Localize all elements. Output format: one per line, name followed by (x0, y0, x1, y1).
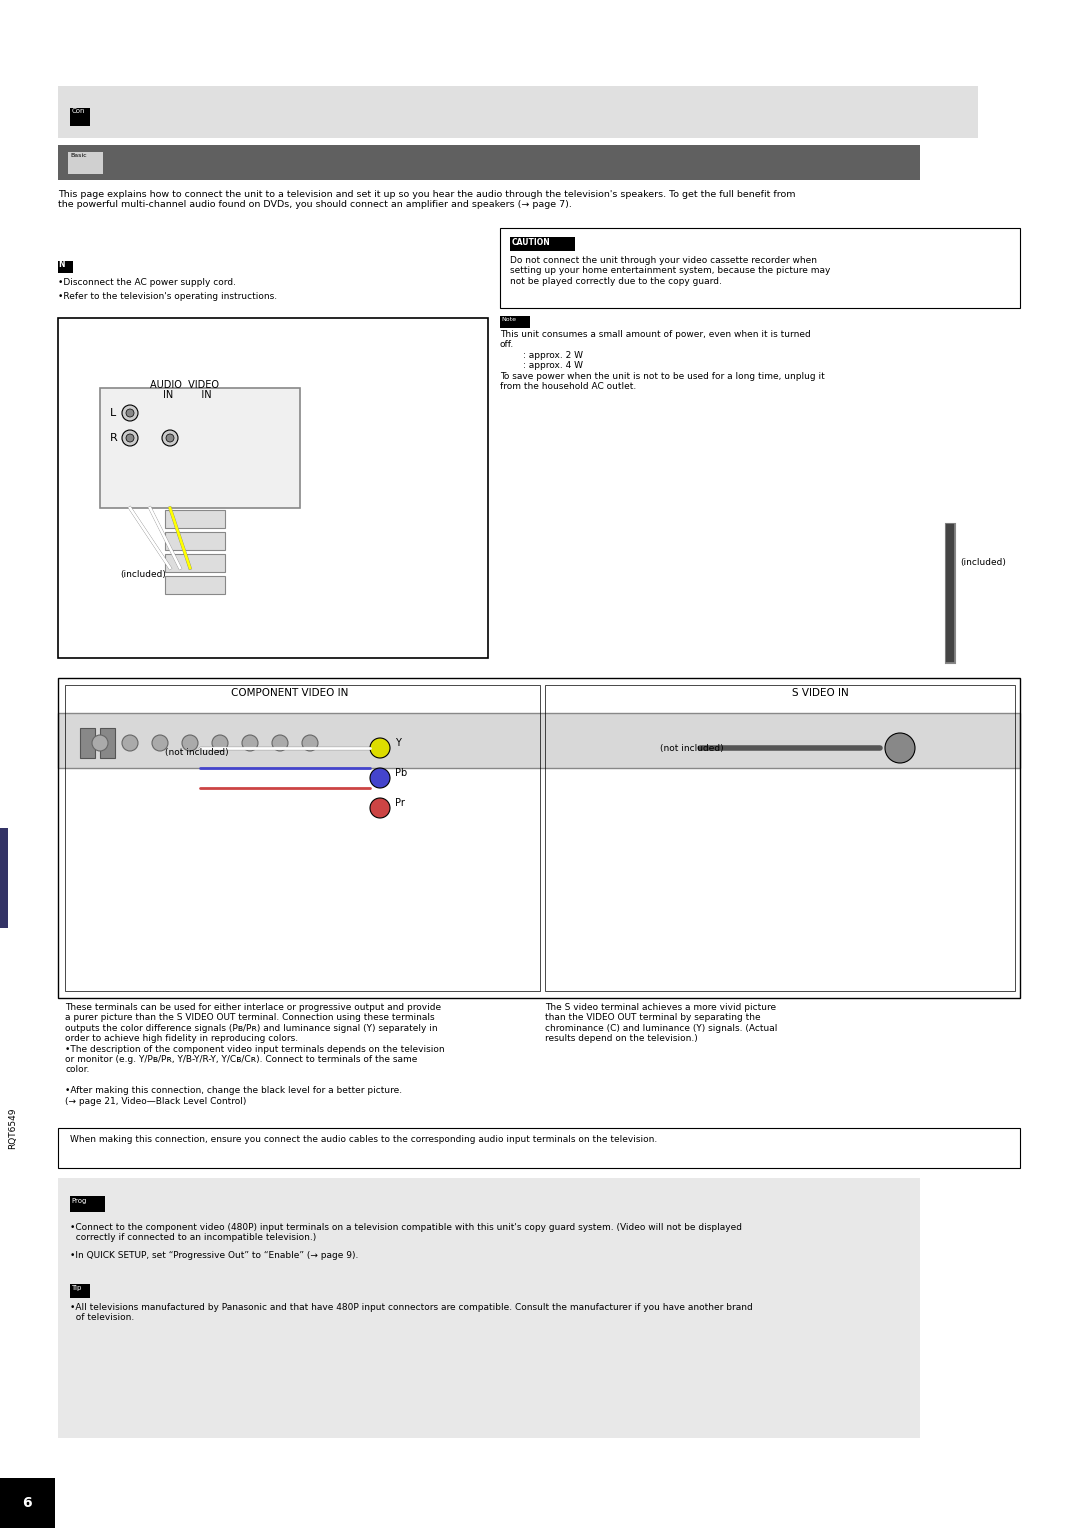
Circle shape (302, 735, 318, 750)
Bar (58, 318, 488, 659)
Text: These terminals can be used for either interlace or progressive output and provi: These terminals can be used for either i… (65, 1002, 445, 1106)
Circle shape (212, 735, 228, 750)
Circle shape (183, 735, 198, 750)
Text: IN         IN: IN IN (163, 390, 212, 400)
Bar (58, 145, 920, 180)
Circle shape (370, 738, 390, 758)
Bar (80, 727, 95, 758)
Circle shape (122, 405, 138, 422)
Bar (165, 555, 225, 571)
Bar (65, 685, 540, 992)
Circle shape (152, 735, 168, 750)
Text: RQT6549: RQT6549 (8, 1108, 17, 1149)
Text: Prog: Prog (71, 1198, 86, 1204)
Bar (58, 86, 978, 138)
Circle shape (92, 735, 108, 750)
Text: 6: 6 (23, 1496, 31, 1510)
Bar (0, 1478, 55, 1528)
Text: •All televisions manufactured by Panasonic and that have 480P input connectors a: •All televisions manufactured by Panason… (70, 1303, 753, 1322)
Circle shape (272, 735, 288, 750)
Text: Tip: Tip (71, 1285, 81, 1291)
Circle shape (885, 733, 915, 762)
Bar (58, 1178, 920, 1438)
Bar (500, 315, 1020, 400)
Text: (included): (included) (120, 570, 166, 579)
Bar (100, 388, 300, 507)
Bar (70, 108, 90, 125)
Bar (165, 576, 225, 594)
Text: COMPONENT VIDEO IN: COMPONENT VIDEO IN (231, 688, 349, 698)
Bar (70, 1196, 105, 1212)
Text: Do not connect the unit through your video cassette recorder when
setting up you: Do not connect the unit through your vid… (510, 257, 831, 286)
Text: •Disconnect the AC power supply cord.: •Disconnect the AC power supply cord. (58, 278, 237, 287)
Circle shape (122, 429, 138, 446)
Circle shape (166, 434, 174, 442)
Text: R: R (110, 432, 118, 443)
Bar (165, 510, 225, 529)
Text: CAUTION: CAUTION (512, 238, 551, 248)
Text: This page explains how to connect the unit to a television and set it up so you : This page explains how to connect the un… (58, 189, 796, 209)
Text: L: L (110, 408, 117, 419)
Text: This unit consumes a small amount of power, even when it is turned
off.
        : This unit consumes a small amount of pow… (500, 330, 825, 391)
Bar (58, 1128, 1020, 1167)
Bar (500, 228, 1020, 309)
Bar (58, 261, 73, 274)
Bar (100, 727, 114, 758)
Circle shape (242, 735, 258, 750)
Bar (510, 237, 575, 251)
Text: N: N (58, 260, 65, 269)
Text: •In QUICK SETUP, set “Progressive Out” to “Enable” (→ page 9).: •In QUICK SETUP, set “Progressive Out” t… (70, 1251, 359, 1261)
Text: The S video terminal achieves a more vivid picture
than the VIDEO OUT terminal b: The S video terminal achieves a more viv… (545, 1002, 778, 1044)
Bar (240, 672, 370, 714)
Bar (70, 1284, 90, 1297)
Text: (not included): (not included) (165, 749, 229, 756)
Circle shape (126, 410, 134, 417)
Text: AUDIO  VIDEO: AUDIO VIDEO (150, 380, 219, 390)
Text: •Connect to the component video (480P) input terminals on a television compatibl: •Connect to the component video (480P) i… (70, 1222, 742, 1242)
Bar (0, 828, 8, 927)
Bar (58, 678, 1020, 998)
Text: Pr: Pr (395, 798, 405, 808)
Bar (58, 714, 1020, 769)
Text: When making this connection, ensure you connect the audio cables to the correspo: When making this connection, ensure you … (70, 1135, 658, 1144)
Circle shape (162, 429, 178, 446)
Bar (165, 532, 225, 550)
Text: Note: Note (501, 316, 516, 322)
Text: Pb: Pb (395, 769, 407, 778)
Bar (545, 685, 1015, 992)
Bar (0, 0, 55, 1528)
Circle shape (370, 769, 390, 788)
Bar (880, 318, 1020, 659)
Text: S VIDEO IN: S VIDEO IN (792, 688, 849, 698)
Circle shape (126, 434, 134, 442)
Text: Y: Y (395, 738, 401, 749)
Text: Con: Con (72, 108, 85, 115)
Bar (68, 151, 103, 174)
Text: •Refer to the television's operating instructions.: •Refer to the television's operating ins… (58, 292, 278, 301)
Text: (not included): (not included) (660, 744, 724, 752)
Text: Basic: Basic (70, 153, 86, 157)
Circle shape (370, 798, 390, 817)
Text: (included): (included) (960, 558, 1005, 567)
Circle shape (122, 735, 138, 750)
Bar (500, 316, 530, 329)
